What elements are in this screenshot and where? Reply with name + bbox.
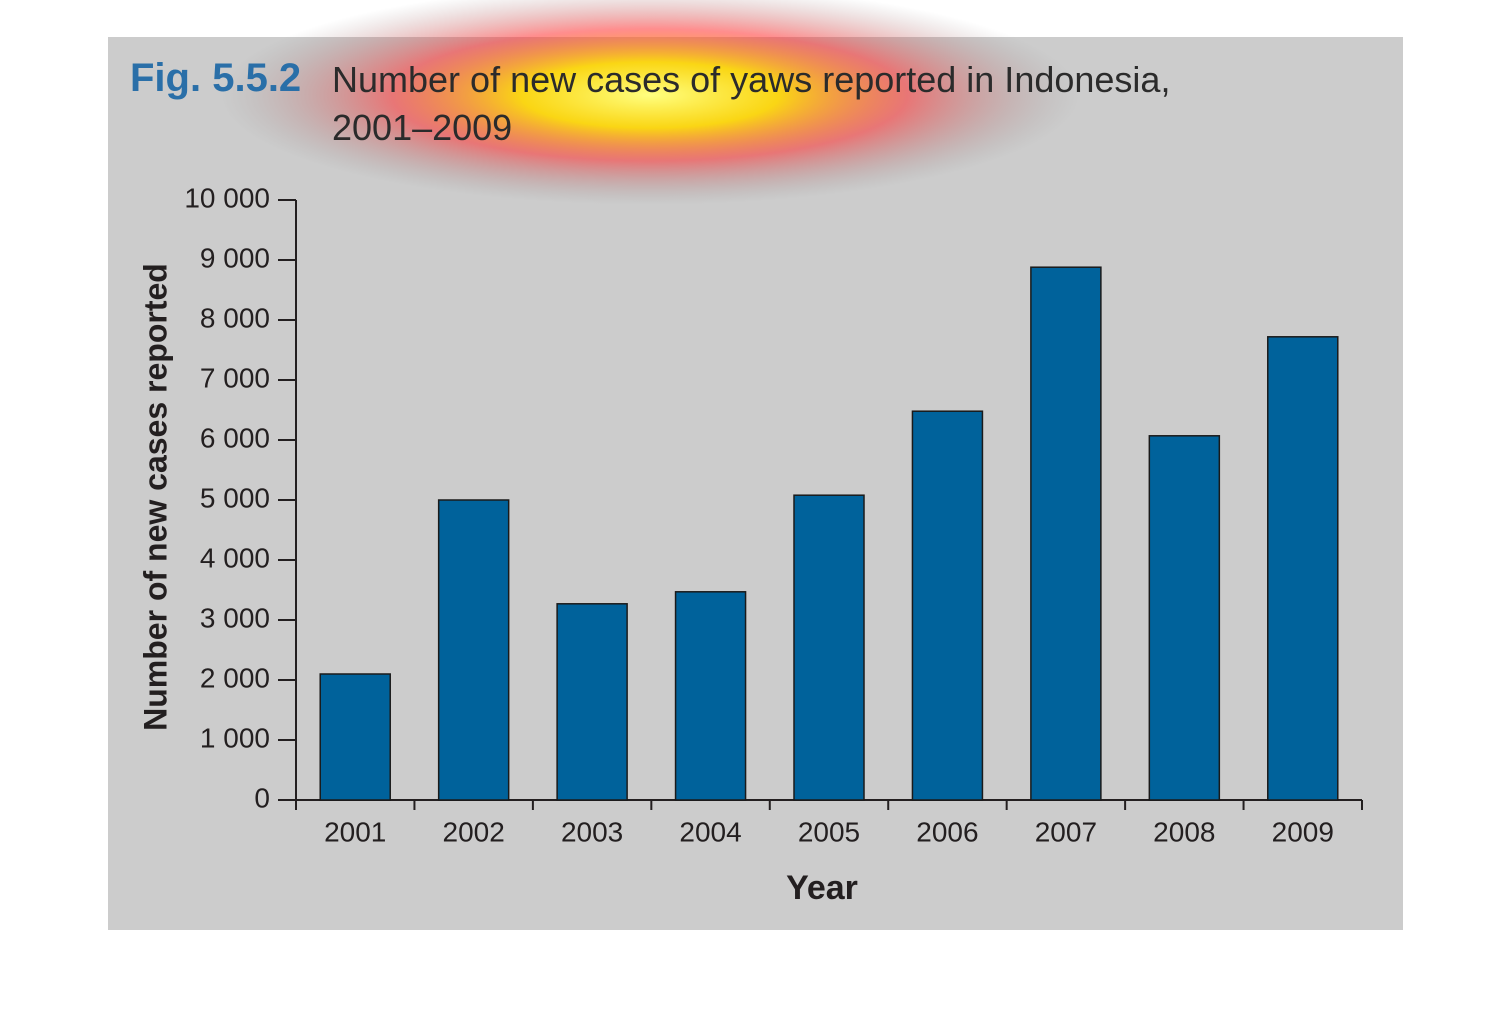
- y-tick-label: 8 000: [200, 302, 270, 333]
- y-tick-label: 7 000: [200, 362, 270, 393]
- y-tick-label: 6 000: [200, 422, 270, 453]
- figure-label: Fig. 5.5.2: [130, 56, 302, 100]
- x-tick-label: 2008: [1153, 816, 1215, 847]
- bar: [556, 603, 628, 801]
- bar: [1148, 435, 1221, 801]
- x-tick-label: 2002: [443, 816, 505, 847]
- x-axis-label: Year: [786, 869, 858, 907]
- x-tick-label: 2005: [798, 816, 860, 847]
- y-tick-label: 9 000: [200, 242, 270, 273]
- bar: [911, 410, 984, 801]
- y-tick-label: 2 000: [200, 662, 270, 693]
- x-tick-label: 2003: [561, 816, 623, 847]
- y-tick-label: 10 000: [184, 182, 270, 213]
- x-tick-label: 2009: [1272, 816, 1334, 847]
- bar: [674, 591, 747, 801]
- bar: [319, 673, 391, 801]
- attention-overlay: [220, 0, 1080, 205]
- bar: [437, 499, 510, 801]
- x-tick-label: 2007: [1035, 816, 1097, 847]
- y-tick-label: 5 000: [200, 482, 270, 513]
- y-tick-label: 0: [254, 782, 270, 813]
- x-tick-label: 2006: [916, 816, 978, 847]
- y-axis-label: Number of new cases reported: [137, 263, 173, 731]
- bar: [793, 494, 865, 801]
- bar: [1267, 336, 1339, 801]
- y-tick-label: 3 000: [200, 602, 270, 633]
- bar: [1030, 266, 1102, 801]
- y-tick-label: 4 000: [200, 542, 270, 573]
- chart-title: Number of new cases of yaws reported in …: [332, 59, 1171, 148]
- x-tick-label: 2001: [324, 816, 386, 847]
- y-tick-label: 1 000: [200, 722, 270, 753]
- x-tick-label: 2004: [679, 816, 741, 847]
